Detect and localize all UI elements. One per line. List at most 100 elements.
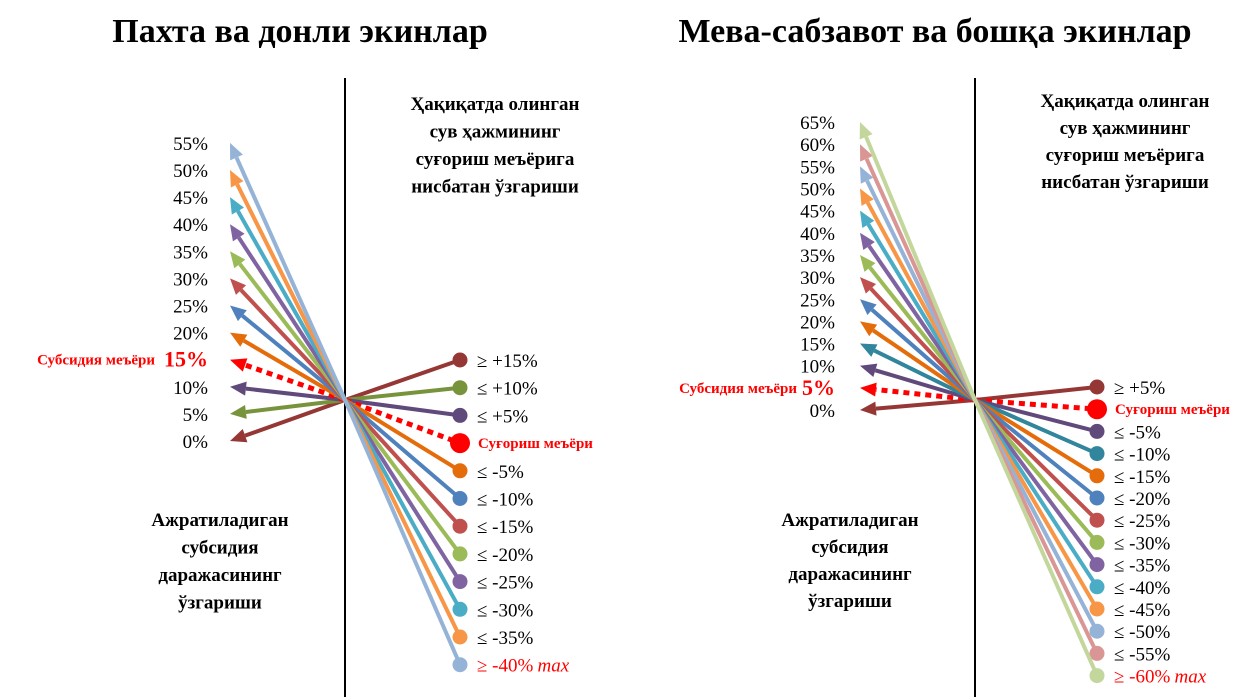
change-dot	[1089, 379, 1105, 395]
level-label: 55%	[173, 134, 208, 155]
change-label: ≤ -30%	[1114, 533, 1171, 554]
change-label: ≥ -60%	[1114, 667, 1171, 688]
level-label: 50%	[800, 180, 835, 201]
level-arrow	[234, 156, 347, 401]
level-arrow	[245, 398, 346, 414]
change-line	[973, 398, 1099, 522]
arrow-head	[860, 382, 877, 397]
change-label: ≤ -15%	[1114, 467, 1171, 488]
change-line	[343, 398, 462, 528]
change-label: ≤ -10%	[1114, 445, 1171, 466]
change-label: ≤ -55%	[1114, 644, 1171, 665]
level-arrow	[874, 368, 976, 402]
change-label: ≥ +5%	[1114, 378, 1165, 399]
panel-title: Мева-сабзавот ва бошқа экинлар	[678, 13, 1191, 50]
change-dot	[452, 407, 468, 423]
subtitle: сув ҳажмининг	[1060, 118, 1191, 139]
change-label: ≤ -15%	[477, 517, 534, 538]
level-arrow	[245, 386, 346, 402]
subsidy-label: Субсидия меъёри	[37, 353, 155, 369]
arrow-head	[230, 405, 247, 419]
change-label: ≤ -25%	[477, 573, 534, 594]
subtitle: Ҳақиқатда олинган	[411, 94, 580, 115]
level-label: 15%	[164, 347, 208, 372]
arrow-head	[860, 343, 878, 357]
level-label: 0%	[810, 401, 836, 422]
change-dot	[1089, 601, 1105, 617]
arrow-head	[860, 363, 878, 377]
change-dot	[452, 463, 468, 479]
arrow-head	[860, 277, 877, 294]
level-label: 60%	[800, 135, 835, 156]
change-line	[974, 398, 1098, 434]
arrow-head	[860, 210, 875, 228]
change-line	[343, 398, 462, 473]
arrow-head	[860, 321, 878, 337]
subtitle: сув ҳажмининг	[430, 122, 561, 143]
change-label: ≤ -40%	[1114, 578, 1171, 599]
change-dot	[1089, 423, 1105, 439]
level-arrow	[237, 236, 347, 402]
level-label: 25%	[800, 290, 835, 311]
arrow-head	[859, 122, 873, 140]
change-dot	[1087, 399, 1107, 420]
arrow-head	[860, 144, 873, 162]
change-label: ≤ -25%	[1114, 511, 1171, 532]
level-label: 30%	[800, 268, 835, 289]
change-dot	[452, 657, 468, 673]
arrow-head	[230, 429, 248, 443]
panel-title: Пахта ва донли экинлар	[112, 13, 487, 50]
bottom-label: Ажратиладиган	[781, 510, 918, 531]
level-arrow	[244, 362, 346, 403]
subtitle: Ҳақиқатда олинган	[1041, 91, 1210, 112]
arrow-head	[860, 254, 876, 272]
level-label: 35%	[800, 246, 835, 267]
change-line	[344, 385, 461, 402]
change-line	[974, 398, 1098, 456]
change-line	[973, 398, 1099, 478]
level-label: 10%	[173, 378, 208, 399]
level-label: 30%	[173, 269, 208, 290]
level-label: 65%	[800, 113, 835, 134]
change-dot	[1089, 668, 1105, 684]
level-arrow	[875, 398, 976, 411]
change-dot	[452, 518, 468, 534]
change-label: ≤ -5%	[1114, 422, 1161, 443]
change-dot	[1089, 557, 1105, 573]
change-dot	[452, 574, 468, 590]
level-arrow	[241, 314, 347, 402]
level-label: 10%	[800, 357, 835, 378]
change-label: ≤ +5%	[477, 406, 528, 427]
level-label: 5%	[183, 405, 209, 426]
change-line	[343, 398, 462, 583]
change-dot	[1089, 623, 1105, 639]
max-label: max	[538, 656, 570, 677]
change-label: ≥ +15%	[477, 351, 538, 372]
change-label: Суғориш меъёри	[478, 436, 593, 452]
level-label: 50%	[173, 161, 208, 182]
bottom-label: субсидия	[181, 538, 258, 559]
arrow-head	[230, 381, 247, 396]
change-label: ≤ -20%	[1114, 489, 1171, 510]
max-label: max	[1175, 667, 1207, 688]
change-line	[973, 398, 1099, 500]
change-line	[973, 399, 1099, 677]
subtitle: суғориш меъёрига	[416, 149, 575, 170]
change-dot	[452, 380, 468, 396]
change-dot	[1089, 534, 1105, 550]
level-label: 15%	[800, 335, 835, 356]
bottom-label: Ажратиладиган	[151, 510, 288, 531]
change-label: Суғориш меъёри	[1115, 402, 1230, 418]
level-label: 0%	[183, 432, 209, 453]
change-line	[973, 398, 1099, 566]
arrow-head	[230, 142, 243, 161]
level-label: 40%	[800, 224, 835, 245]
level-arrow	[864, 136, 977, 401]
subtitle: суғориш меъёрига	[1046, 145, 1205, 166]
change-dot	[1089, 645, 1105, 661]
arrow-head	[230, 305, 247, 322]
change-dot	[452, 352, 468, 368]
change-label: ≤ +10%	[477, 379, 538, 400]
arrow-head	[230, 197, 244, 215]
